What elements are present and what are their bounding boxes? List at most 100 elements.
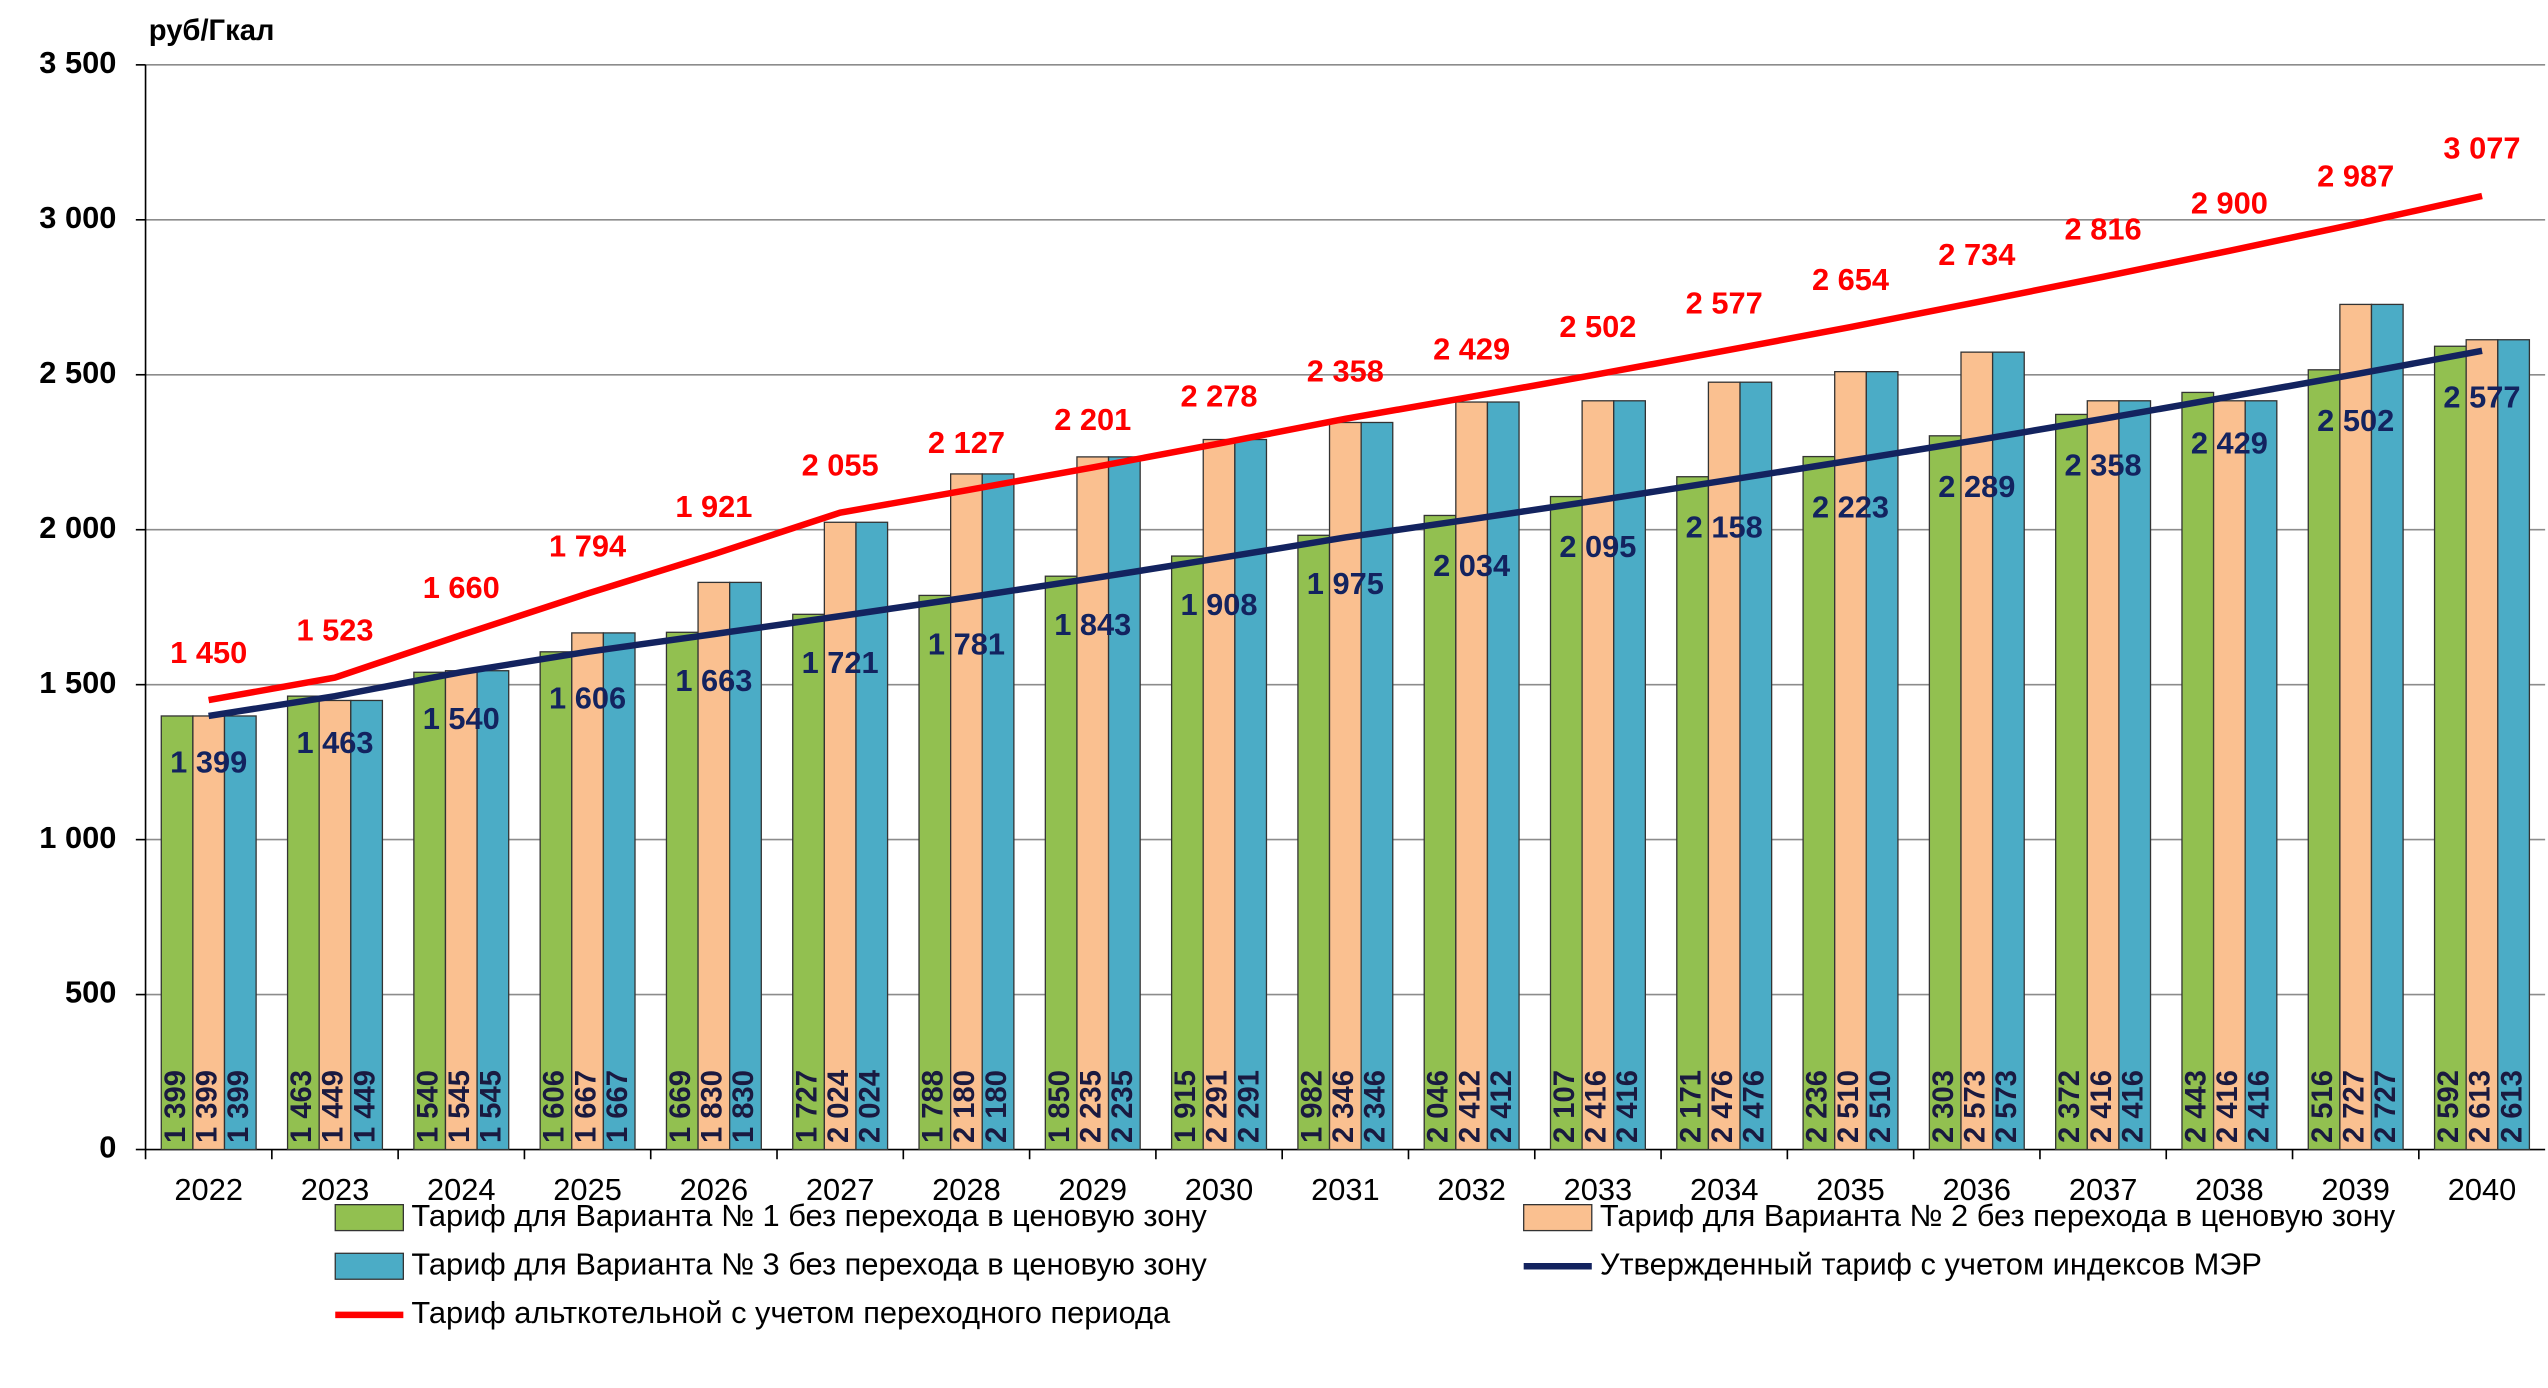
bar: [1991, 351, 2025, 1151]
x-tick-label: 2026: [680, 1172, 749, 1207]
y-tick-label: 1 000: [39, 820, 116, 855]
bar-value-label: 2 180: [981, 1070, 1013, 1143]
line-value-label: 3 077: [2443, 131, 2520, 166]
line-value-label: 2 429: [2191, 426, 2268, 461]
legend-label: Тариф для Варианта № 2 без перехода в це…: [1600, 1198, 2396, 1233]
line-value-label: 1 540: [423, 701, 500, 736]
bar-value-label: 1 982: [1296, 1070, 1328, 1143]
legend-swatch: [334, 1204, 404, 1232]
bar: [539, 651, 573, 1151]
bar-value-label: 2 510: [1833, 1070, 1865, 1143]
bar: [2307, 369, 2341, 1151]
y-axis-label: руб/Гкал: [149, 15, 275, 47]
bar-value-label: 2 416: [2117, 1070, 2149, 1143]
bar: [2055, 413, 2088, 1151]
bar-value-label: 1 463: [286, 1070, 318, 1143]
bar: [350, 699, 384, 1151]
x-tick-label: 2024: [427, 1172, 496, 1207]
bar-value-label: 1 449: [318, 1070, 350, 1143]
line-value-label: 1 921: [675, 489, 752, 524]
bar-value-label: 1 606: [539, 1070, 571, 1143]
bar-value-label: 1 545: [444, 1070, 476, 1143]
bar-value-label: 1 830: [728, 1070, 760, 1143]
bar: [2118, 400, 2152, 1151]
bar: [981, 473, 1015, 1151]
bar-value-label: 2 303: [1928, 1070, 1960, 1143]
line-value-label: 1 660: [423, 570, 500, 605]
bar-value-label: 2 476: [1739, 1070, 1771, 1143]
bar: [1044, 575, 1078, 1151]
legend-label: Тариф для Варианта № 1 без перехода в це…: [411, 1198, 1207, 1233]
bar-value-label: 1 545: [476, 1070, 508, 1143]
x-tick-label: 2025: [553, 1172, 622, 1207]
bar-value-label: 1 830: [697, 1070, 729, 1143]
bar-value-label: 1 669: [665, 1070, 697, 1143]
bar: [2433, 345, 2467, 1151]
bar: [476, 670, 510, 1151]
bar-value-label: 1 399: [160, 1070, 192, 1143]
bar: [2370, 303, 2404, 1151]
bar: [444, 670, 478, 1151]
line-value-label: 2 095: [1559, 529, 1636, 564]
bar: [1739, 381, 1773, 1151]
bar: [2339, 303, 2373, 1151]
bar: [1107, 456, 1141, 1151]
line-value-label: 2 429: [1433, 332, 1510, 367]
bar-value-label: 2 416: [1612, 1070, 1644, 1143]
bar: [2497, 339, 2531, 1151]
bar: [697, 581, 731, 1151]
line-value-label: 2 158: [1686, 510, 1763, 545]
bar-value-label: 2 573: [1991, 1070, 2023, 1143]
bar-value-label: 1 399: [223, 1070, 255, 1143]
bar: [1486, 401, 1520, 1151]
bar-value-label: 2 416: [2086, 1070, 2118, 1143]
bar-value-label: 1 727: [791, 1070, 823, 1143]
line-value-label: 2 289: [1938, 469, 2015, 504]
line: [208, 347, 2483, 720]
line-value-label: 1 463: [296, 725, 373, 760]
bar-value-label: 2 573: [1960, 1070, 1992, 1143]
bar-value-label: 2 416: [2212, 1070, 2244, 1143]
bar: [950, 473, 983, 1151]
line-value-label: 2 577: [1686, 286, 1763, 321]
line-value-label: 2 127: [928, 425, 1005, 460]
line-value-label: 2 502: [1559, 309, 1636, 344]
x-tick-label: 2027: [806, 1172, 875, 1207]
bar-value-label: 2 516: [2307, 1070, 2339, 1143]
line-value-label: 1 450: [170, 635, 247, 670]
bar: [729, 581, 762, 1151]
bar-value-label: 2 171: [1675, 1070, 1707, 1143]
line-value-label: 1 975: [1307, 566, 1384, 601]
bar: [1202, 438, 1236, 1151]
bar-value-label: 1 449: [349, 1070, 381, 1143]
line-value-label: 2 358: [2065, 448, 2142, 483]
bar-value-label: 2 024: [823, 1069, 855, 1143]
bar-value-label: 2 412: [1454, 1070, 1486, 1143]
legend-label: Утвержденный тариф с учетом индексов МЭР: [1600, 1246, 2262, 1281]
y-tick-label: 0: [99, 1130, 116, 1165]
line: [208, 192, 2483, 704]
bar: [1549, 495, 1583, 1151]
x-tick-label: 2035: [1816, 1172, 1885, 1207]
bar-value-label: 1 399: [191, 1070, 223, 1143]
bar: [2212, 400, 2246, 1151]
y-tick-label: 500: [65, 975, 116, 1010]
bar-value-label: 2 291: [1202, 1070, 1234, 1143]
bar-value-label: 2 372: [2054, 1070, 2086, 1143]
line-value-label: 1 399: [170, 745, 247, 780]
bar-value-label: 2 046: [1423, 1070, 1455, 1143]
bar-value-label: 2 024: [854, 1069, 886, 1143]
bar: [1802, 455, 1836, 1151]
x-tick-label: 2039: [2321, 1172, 2390, 1207]
line-value-label: 1 794: [549, 528, 626, 563]
bar-value-label: 1 788: [918, 1070, 950, 1143]
bar: [602, 632, 636, 1151]
line-value-label: 2 816: [2065, 212, 2142, 247]
bar-value-label: 2 613: [2496, 1070, 2528, 1143]
x-tick-label: 2036: [1943, 1172, 2012, 1207]
bar-value-label: 2 180: [949, 1070, 981, 1143]
line-value-label: 1 843: [1054, 607, 1131, 642]
bar: [223, 715, 257, 1151]
bar: [1328, 421, 1362, 1151]
